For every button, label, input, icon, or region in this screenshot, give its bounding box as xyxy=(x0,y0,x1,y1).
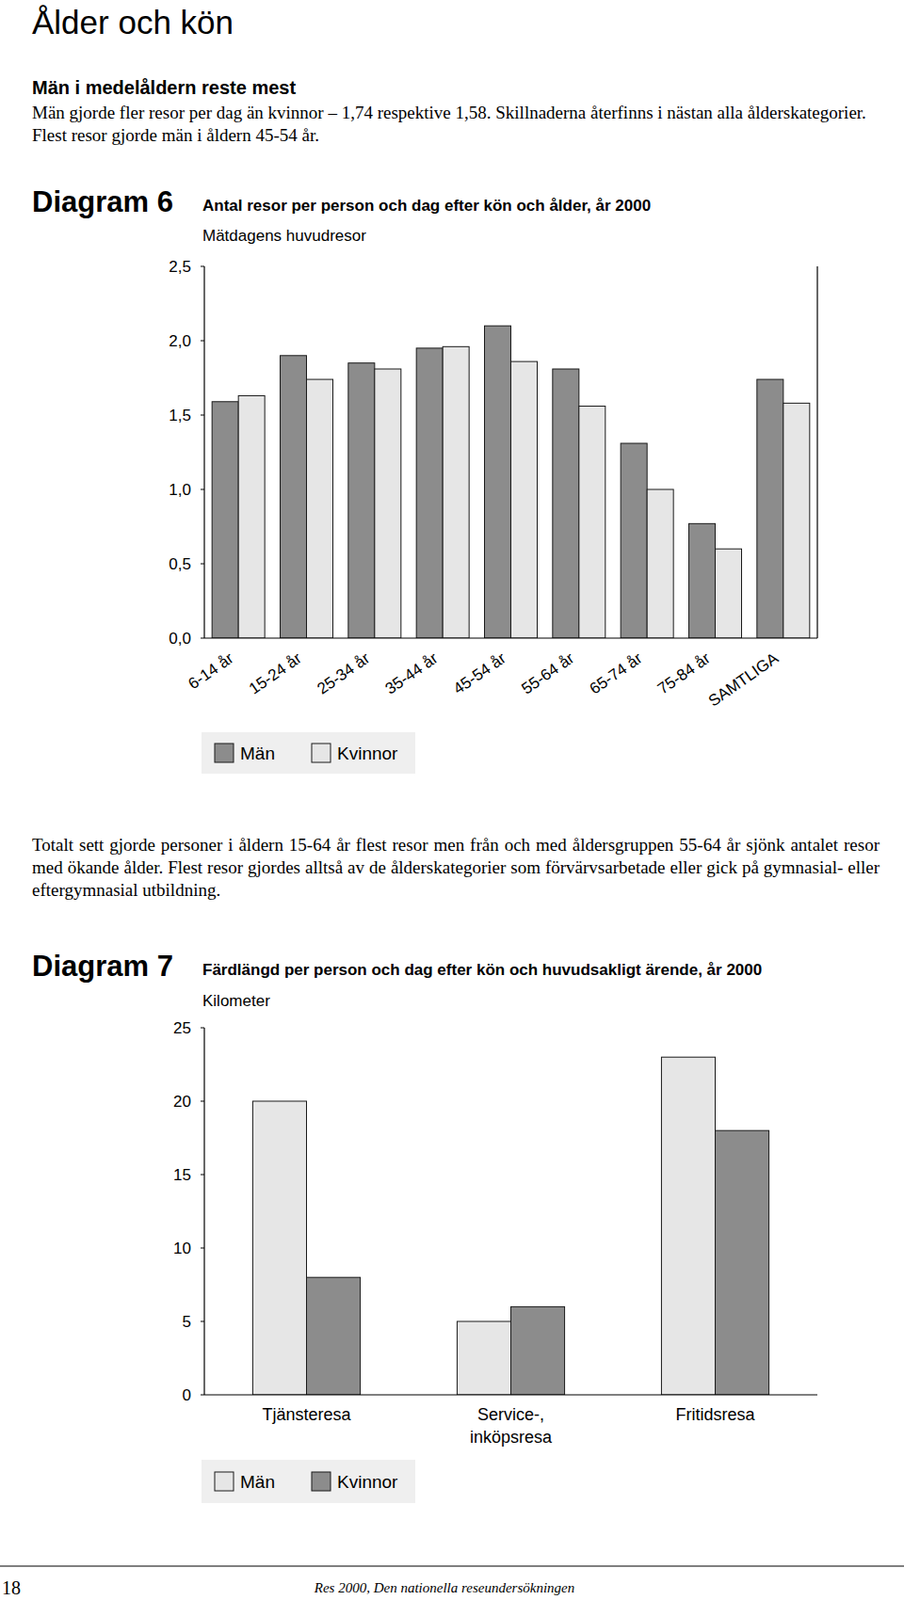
bar xyxy=(306,379,334,639)
x-tick-label: Service-, inköpsresa xyxy=(469,1405,553,1448)
y-tick xyxy=(200,266,205,268)
y-tick xyxy=(200,1248,205,1250)
legend: Män Kvinnor xyxy=(201,732,416,775)
paragraph: Män gjorde fler resor per dag än kvinnor… xyxy=(32,101,880,147)
y-tick-label: 1,0 xyxy=(168,481,192,500)
legend-swatch xyxy=(311,1472,331,1492)
x-tick-label: 55-64 år xyxy=(517,649,578,699)
bar xyxy=(689,523,716,639)
chart: Diagram 7 Färdlängd per person och dag ef… xyxy=(32,950,818,1504)
bar xyxy=(511,361,538,639)
y-tick-label: 15 xyxy=(173,1166,192,1185)
bar xyxy=(306,1277,361,1396)
x-tick-label: 25-34 år xyxy=(313,649,373,699)
y-tick xyxy=(200,638,205,640)
bar xyxy=(252,1101,307,1396)
y-tick xyxy=(200,564,205,565)
chart-title: Antal resor per person och dag efter kön… xyxy=(202,196,651,215)
chart-subtitle: Mätdagens huvudresor xyxy=(202,226,367,245)
bar xyxy=(348,363,375,639)
x-tick-label: 15-24 år xyxy=(245,649,306,699)
bar xyxy=(552,369,580,639)
bar xyxy=(442,346,469,639)
x-tick-label: 6-14 år xyxy=(184,649,237,695)
figure-label: Diagram 7 xyxy=(32,950,174,984)
y-tick xyxy=(200,1395,205,1397)
bar xyxy=(661,1057,715,1396)
bar xyxy=(715,1130,770,1396)
x-axis xyxy=(204,637,818,639)
y-tick-label: 20 xyxy=(173,1093,192,1112)
legend-label: Män xyxy=(240,1472,275,1493)
y-tick xyxy=(200,1322,205,1324)
y-tick xyxy=(200,1028,205,1030)
y-tick-label: 0 xyxy=(182,1387,192,1405)
bar xyxy=(484,325,512,639)
y-axis xyxy=(203,266,205,639)
bar xyxy=(620,443,647,639)
legend-swatch xyxy=(214,1472,234,1492)
page-number: 18 xyxy=(1,1578,21,1599)
bar xyxy=(456,1322,511,1396)
y-tick-label: 0,5 xyxy=(168,555,192,574)
bar xyxy=(238,395,265,639)
bar xyxy=(757,379,784,639)
bar xyxy=(579,406,606,639)
y-tick-label: 10 xyxy=(173,1240,192,1259)
paragraph: Totalt sett gjorde personer i åldern 15-… xyxy=(32,834,880,903)
y-tick-label: 1,5 xyxy=(168,406,192,425)
x-tick-label: 75-84 år xyxy=(654,649,714,699)
x-tick-label: Tjänsteresa xyxy=(261,1405,352,1425)
bar xyxy=(646,489,674,639)
section-heading: Män i medelåldern reste mest xyxy=(32,77,296,99)
y-tick xyxy=(200,1101,205,1103)
frame-right xyxy=(816,266,818,639)
x-tick-label-line: Service-, xyxy=(477,1405,545,1425)
bar xyxy=(280,355,307,639)
page-heading: Ålder och kön xyxy=(32,3,234,42)
bar xyxy=(511,1307,565,1396)
x-axis xyxy=(204,1394,818,1396)
legend-label: Kvinnor xyxy=(337,1472,399,1493)
y-tick-label: 0,0 xyxy=(168,629,192,648)
bars xyxy=(252,1057,769,1396)
y-tick-label: 2,0 xyxy=(168,332,192,351)
x-tick-label-line: Tjänsteresa xyxy=(261,1405,352,1425)
footer: Res 2000, Den nationella reseundersöknin… xyxy=(313,1581,575,1597)
y-tick xyxy=(200,489,205,491)
bar xyxy=(374,369,402,639)
legend-background xyxy=(201,732,416,775)
y-tick-label: 2,5 xyxy=(168,258,192,276)
legend-swatch xyxy=(311,743,331,763)
chart-subtitle: Kilometer xyxy=(202,992,271,1011)
chart: Diagram 6 Antal resor per person och dag … xyxy=(32,185,818,775)
x-tick-label: 45-54 år xyxy=(450,649,510,699)
x-tick-label-line: Fritidsresa xyxy=(675,1405,756,1425)
y-tick-label: 25 xyxy=(173,1019,192,1038)
legend-label: Kvinnor xyxy=(337,743,399,764)
footer-rule xyxy=(0,1566,904,1568)
legend: Män Kvinnor xyxy=(201,1460,416,1504)
page-canvas: 18 Res 2000, Den nationella reseundersökn… xyxy=(0,0,904,1600)
bar xyxy=(715,548,743,639)
y-axis xyxy=(203,1028,205,1396)
x-tick-label: 65-74 år xyxy=(586,649,646,699)
x-tick-label: 35-44 år xyxy=(382,649,442,699)
x-tick-label: Fritidsresa xyxy=(675,1405,756,1425)
x-tick-label: SAMTLIGA xyxy=(705,648,783,711)
y-tick xyxy=(200,340,205,342)
legend-background xyxy=(201,1460,416,1504)
legend-swatch xyxy=(214,743,234,763)
y-tick-label: 5 xyxy=(182,1313,192,1332)
y-tick xyxy=(200,1175,205,1177)
legend-label: Män xyxy=(240,743,275,764)
chart-title: Färdlängd per person och dag efter kön o… xyxy=(202,961,762,980)
bar xyxy=(416,348,443,639)
bar xyxy=(211,402,239,639)
x-tick-label-line: inköpsresa xyxy=(469,1428,553,1448)
bar xyxy=(783,403,810,639)
y-tick xyxy=(200,415,205,417)
figure-label: Diagram 6 xyxy=(32,185,174,219)
bars xyxy=(211,325,810,639)
